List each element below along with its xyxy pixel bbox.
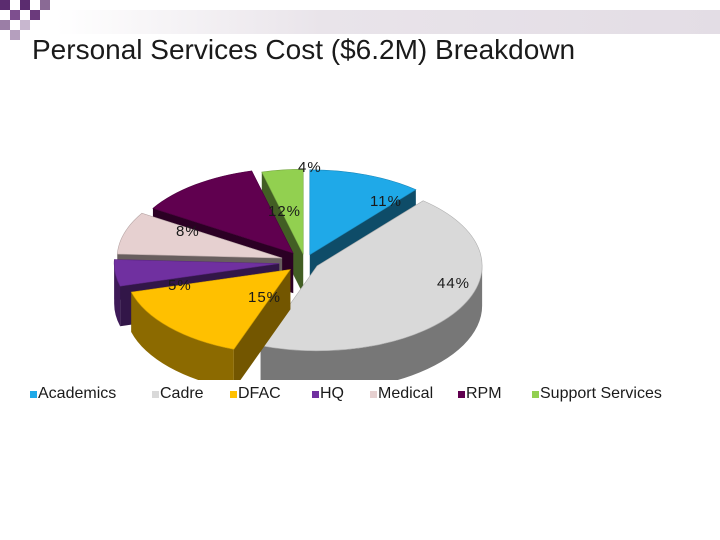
slide-header-bar xyxy=(56,10,720,34)
data-label-medical: 8% xyxy=(176,223,200,240)
legend-swatch xyxy=(30,390,37,398)
legend-item-dfac: DFAC xyxy=(230,385,281,403)
legend-swatch xyxy=(312,390,319,398)
legend-item-support-services: Support Services xyxy=(532,385,662,403)
data-label-dfac: 15% xyxy=(248,289,281,306)
legend-label: RPM xyxy=(466,385,502,402)
legend-item-hq: HQ xyxy=(312,385,344,403)
pie-slice-cadre xyxy=(260,200,483,380)
legend-swatch xyxy=(370,390,377,398)
pie-slice-dfac xyxy=(130,269,291,380)
legend-item-academics: Academics xyxy=(30,385,116,403)
data-label-cadre: 44% xyxy=(437,275,470,292)
legend-label: Cadre xyxy=(160,385,204,402)
legend-swatch xyxy=(458,390,465,398)
legend-label: DFAC xyxy=(238,385,281,402)
legend-item-medical: Medical xyxy=(370,385,433,403)
data-label-hq: 5% xyxy=(168,277,192,294)
legend-label: Support Services xyxy=(540,385,662,402)
pie-chart: 11% 44% 15% 5% 8% 12% 4% xyxy=(113,159,483,380)
legend-label: Academics xyxy=(38,385,117,402)
data-label-rpm: 12% xyxy=(268,203,301,220)
slide-decoration xyxy=(0,0,50,40)
data-label-academics: 11% xyxy=(370,193,402,210)
legend-item-cadre: Cadre xyxy=(152,385,204,403)
legend-swatch xyxy=(532,390,539,398)
data-label-support-services: 4% xyxy=(298,159,322,176)
legend-swatch xyxy=(152,390,159,398)
legend-swatch xyxy=(230,390,237,398)
legend-item-rpm: RPM xyxy=(458,385,502,403)
legend-label: HQ xyxy=(320,385,344,402)
chart-legend: Academics Cadre DFAC HQ Medical RPM Support Se… xyxy=(30,385,710,407)
slide-title: Personal Services Cost ($6.2M) Breakdown xyxy=(32,34,576,65)
legend-label: Medical xyxy=(378,385,434,402)
